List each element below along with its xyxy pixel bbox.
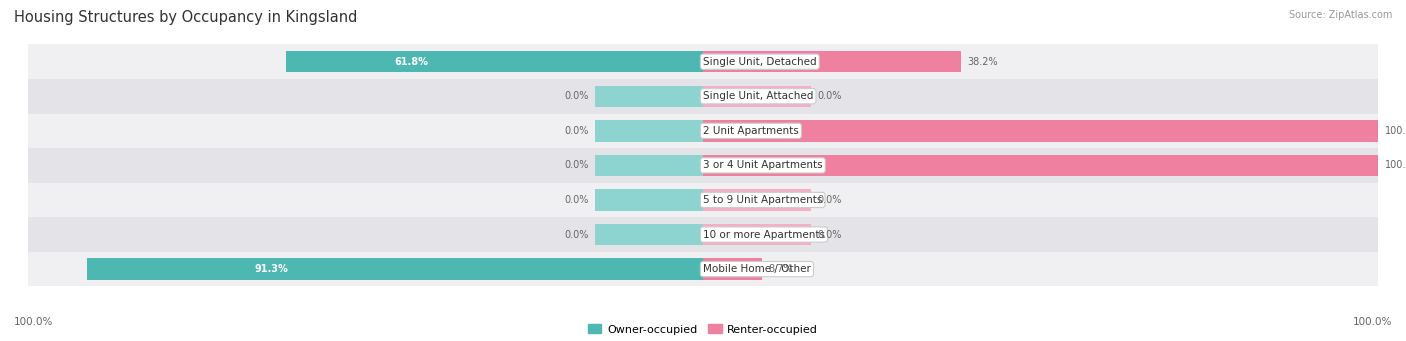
Text: 2 Unit Apartments: 2 Unit Apartments (703, 126, 799, 136)
Text: 3 or 4 Unit Apartments: 3 or 4 Unit Apartments (703, 160, 823, 170)
Text: 0.0%: 0.0% (818, 91, 842, 101)
Bar (28, 44, 1378, 79)
Text: 8.7%: 8.7% (769, 264, 793, 274)
Bar (595, 224, 703, 245)
Text: Housing Structures by Occupancy in Kingsland: Housing Structures by Occupancy in Kings… (14, 10, 357, 25)
Text: 0.0%: 0.0% (564, 195, 588, 205)
Legend: Owner-occupied, Renter-occupied: Owner-occupied, Renter-occupied (583, 320, 823, 339)
Text: 0.0%: 0.0% (818, 229, 842, 239)
Text: 10 or more Apartments: 10 or more Apartments (703, 229, 825, 239)
Text: 91.3%: 91.3% (254, 264, 288, 274)
Text: Source: ZipAtlas.com: Source: ZipAtlas.com (1288, 10, 1392, 20)
Text: 0.0%: 0.0% (564, 229, 588, 239)
Bar (703, 86, 811, 107)
Bar (28, 114, 1378, 148)
Text: 61.8%: 61.8% (394, 57, 427, 66)
Text: 100.0%: 100.0% (1385, 160, 1406, 170)
Bar (703, 120, 1378, 142)
Bar (28, 183, 1378, 217)
Text: Mobile Home / Other: Mobile Home / Other (703, 264, 811, 274)
Bar (595, 86, 703, 107)
Bar (285, 51, 703, 72)
Bar (28, 79, 1378, 114)
Bar (703, 258, 762, 280)
Bar (28, 252, 1378, 286)
Bar (703, 155, 1378, 176)
Bar (87, 258, 703, 280)
Text: 38.2%: 38.2% (967, 57, 998, 66)
Text: Single Unit, Detached: Single Unit, Detached (703, 57, 817, 66)
Bar (595, 155, 703, 176)
Text: 100.0%: 100.0% (14, 317, 53, 327)
Text: 0.0%: 0.0% (564, 126, 588, 136)
Bar (595, 189, 703, 211)
Text: 0.0%: 0.0% (564, 91, 588, 101)
Text: 100.0%: 100.0% (1353, 317, 1392, 327)
Text: 0.0%: 0.0% (564, 160, 588, 170)
Text: 5 to 9 Unit Apartments: 5 to 9 Unit Apartments (703, 195, 823, 205)
Bar (703, 51, 960, 72)
Bar (28, 148, 1378, 183)
Bar (703, 189, 811, 211)
Text: 100.0%: 100.0% (1385, 126, 1406, 136)
Bar (595, 120, 703, 142)
Bar (28, 217, 1378, 252)
Text: Single Unit, Attached: Single Unit, Attached (703, 91, 814, 101)
Bar (703, 224, 811, 245)
Text: 0.0%: 0.0% (818, 195, 842, 205)
